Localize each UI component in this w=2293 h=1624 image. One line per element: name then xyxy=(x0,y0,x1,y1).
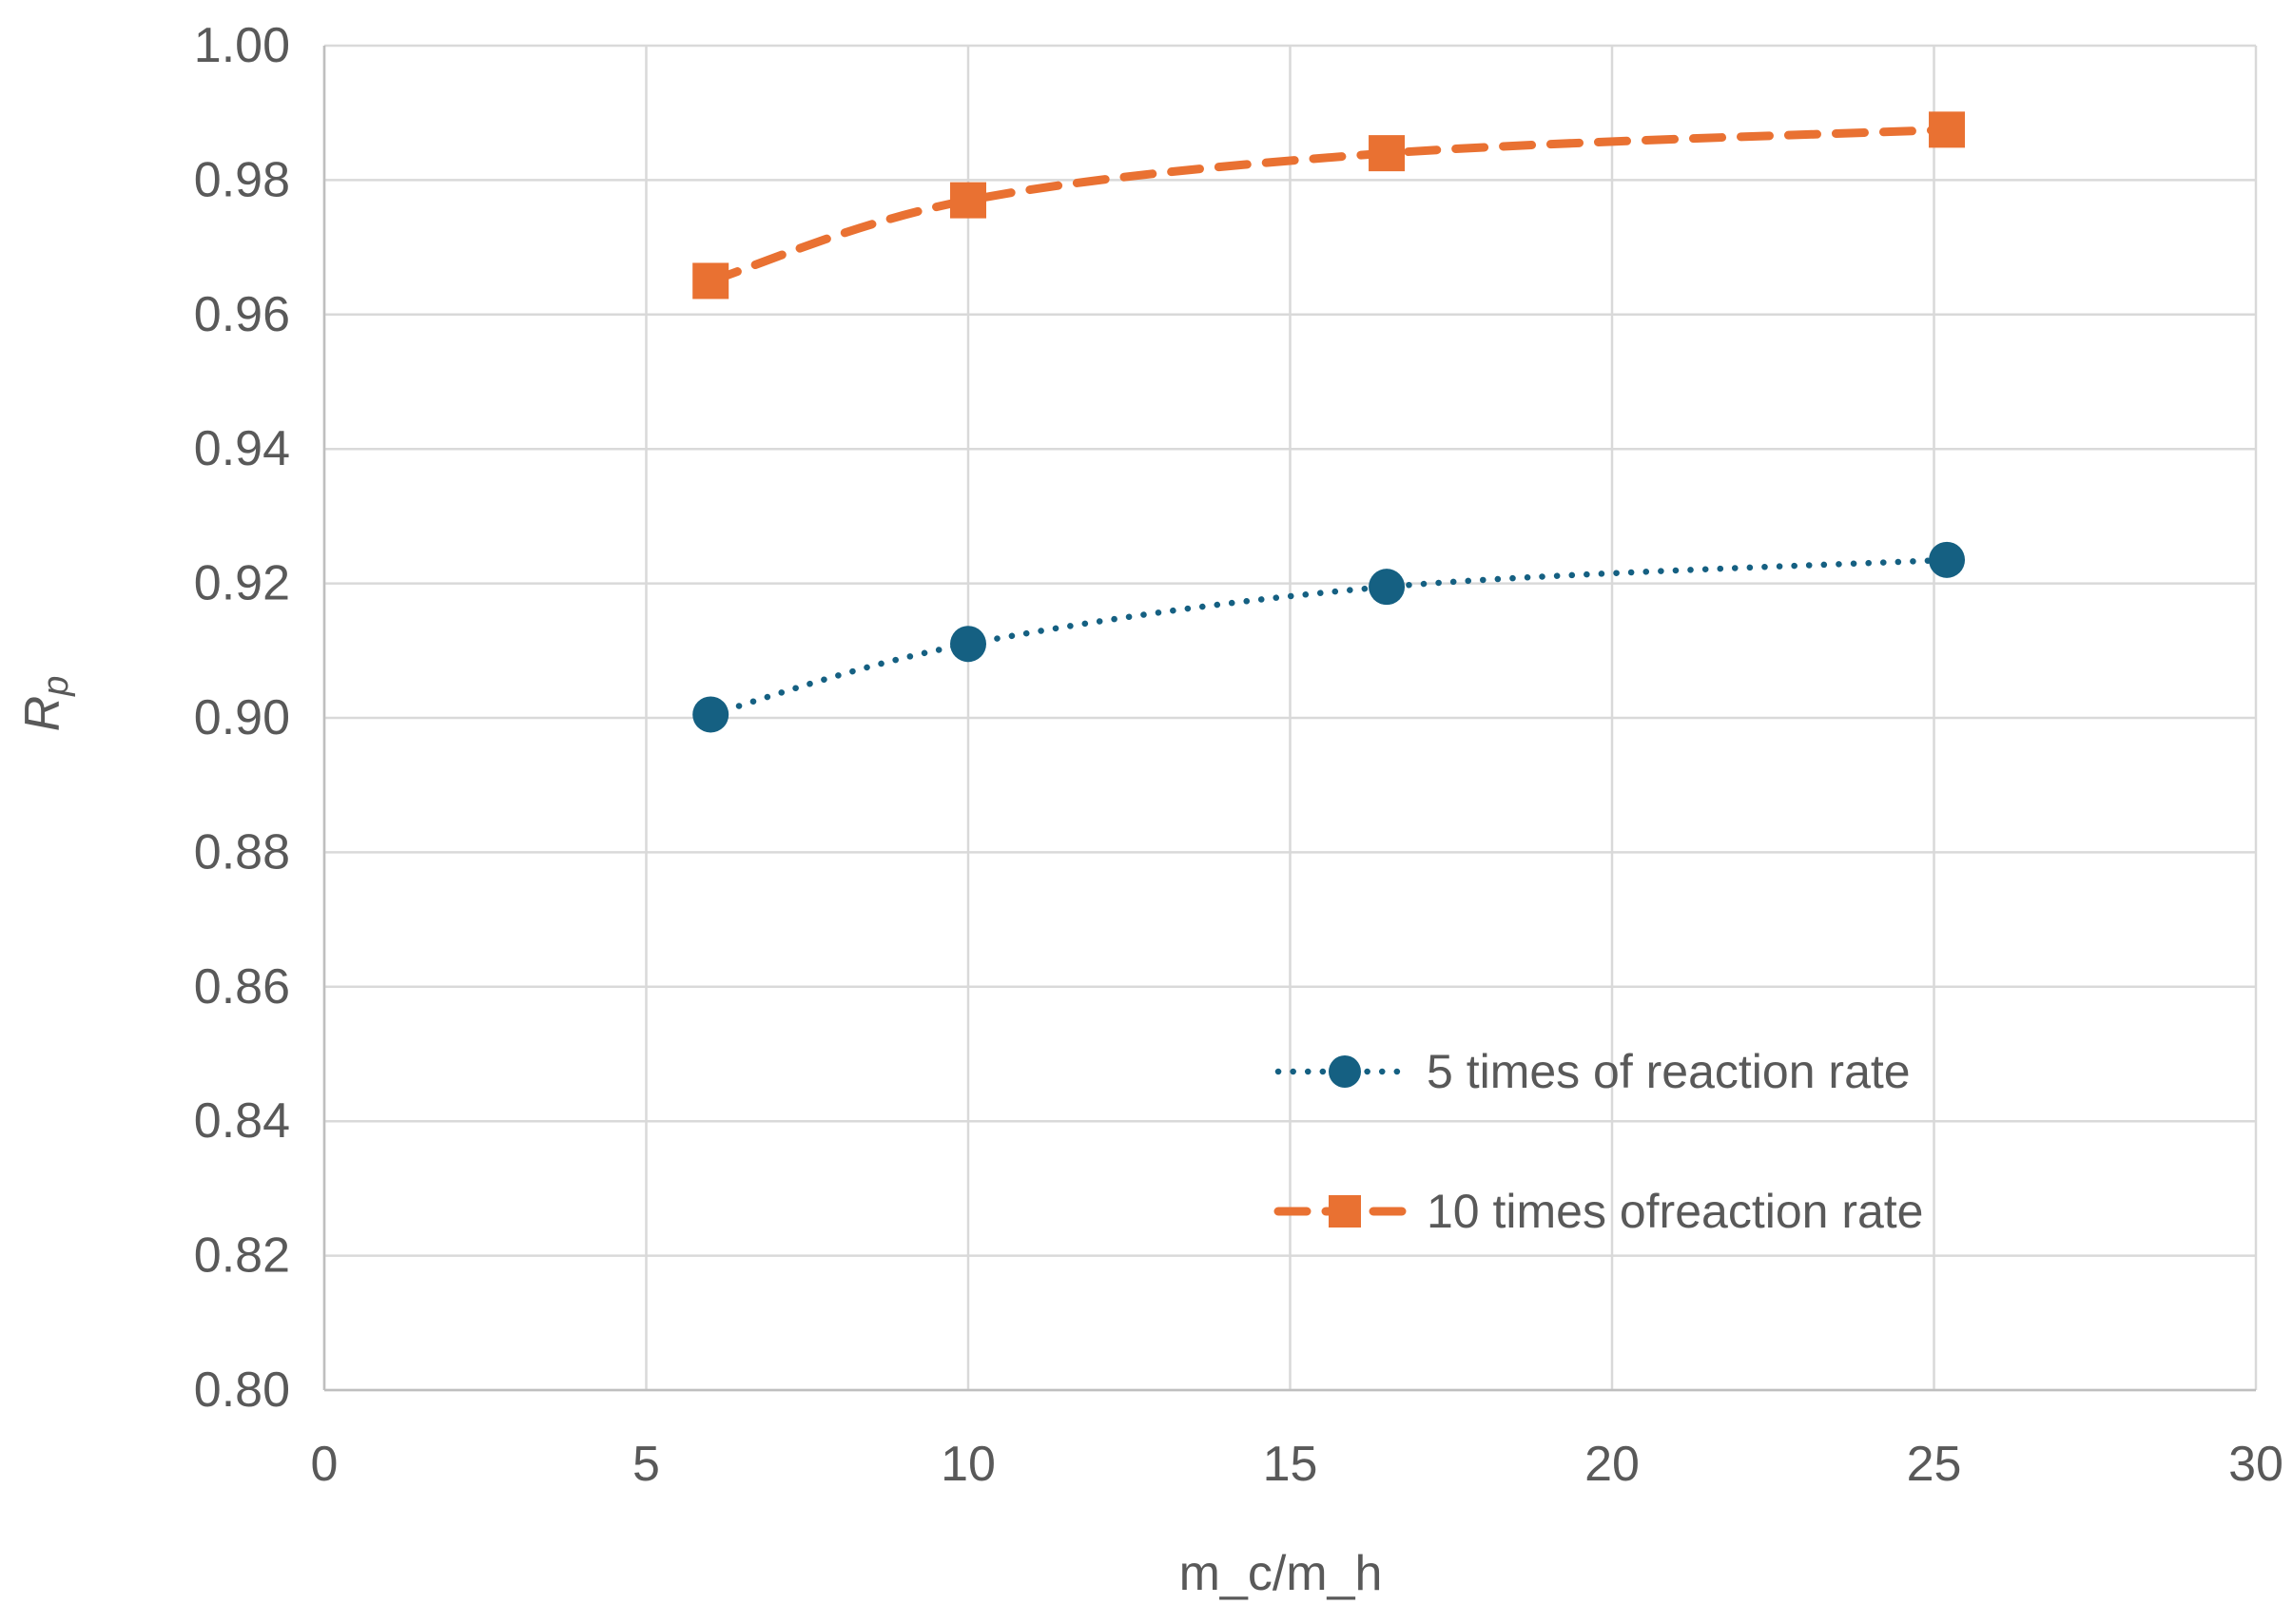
y-tick-label: 0.80 xyxy=(194,1363,290,1418)
legend-label: 10 times ofreaction rate xyxy=(1427,1185,1924,1238)
y-tick-label: 0.98 xyxy=(194,152,290,207)
legend-item: 5 times of reaction rate xyxy=(1274,1045,1911,1098)
legend-layer: 5 times of reaction rate 10 times ofreact… xyxy=(1273,1045,1924,1238)
legend-label: 5 times of reaction rate xyxy=(1427,1045,1911,1098)
y-tick-label: 0.94 xyxy=(194,421,290,476)
y-tick-label: 0.86 xyxy=(194,959,290,1015)
series-line-2 xyxy=(706,125,1952,285)
data-point-marker xyxy=(950,182,986,219)
y-tick-label: 1.00 xyxy=(194,18,290,73)
data-point-marker xyxy=(1929,541,1966,578)
x-tick-label: 25 xyxy=(1907,1437,1962,1492)
x-tick-label: 10 xyxy=(941,1437,996,1492)
data-point-marker xyxy=(1369,569,1406,606)
data-point-marker xyxy=(950,626,986,663)
x-tick-label: 5 xyxy=(632,1437,660,1492)
y-tick-label: 0.82 xyxy=(194,1228,290,1284)
tick-labels-layer: 0.80 0.82 0.84 0.86 0.88 0.90 0.92 0.94 0.96 0.98… xyxy=(194,18,2283,1492)
x-tick-label: 0 xyxy=(311,1437,339,1492)
legend-marker xyxy=(1329,1055,1361,1088)
legend-item: 10 times ofreaction rate xyxy=(1273,1185,1924,1238)
y-tick-label: 0.96 xyxy=(194,287,290,342)
y-axis-title: Rp xyxy=(15,676,76,732)
y-tick-label: 0.84 xyxy=(194,1093,290,1149)
data-point-marker xyxy=(1929,111,1966,148)
y-tick-label: 0.88 xyxy=(194,824,290,880)
y-tick-label: 0.90 xyxy=(194,690,290,745)
x-tick-label: 20 xyxy=(1584,1437,1640,1492)
data-point-marker xyxy=(692,262,729,300)
x-tick-label: 30 xyxy=(2228,1437,2283,1492)
gridlines-layer xyxy=(322,44,2258,1392)
legend-marker xyxy=(1329,1195,1361,1228)
x-tick-label: 15 xyxy=(1263,1437,1318,1492)
data-point-marker xyxy=(1369,135,1406,172)
x-axis-title: m_c/m_h xyxy=(1179,1546,1383,1601)
y-tick-label: 0.92 xyxy=(194,556,290,611)
series-layer xyxy=(692,111,1966,733)
axis-titles-layer: m_c/m_h Rp xyxy=(15,676,1382,1601)
data-point-marker xyxy=(692,696,729,733)
axes-layer xyxy=(322,46,2256,1392)
